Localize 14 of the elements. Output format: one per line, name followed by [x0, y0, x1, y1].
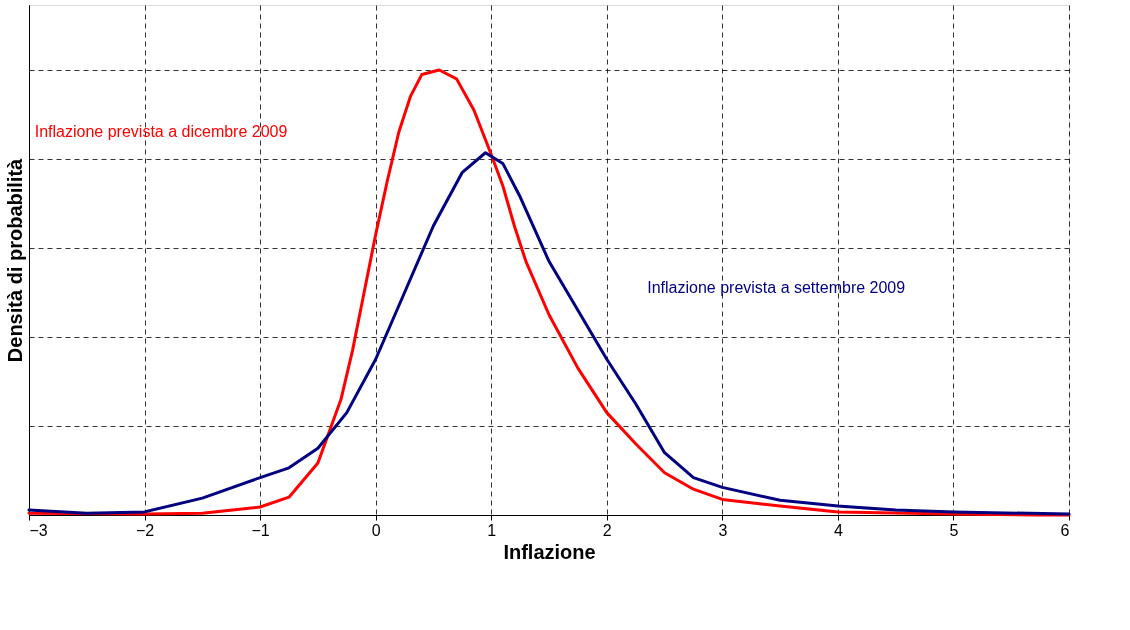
text: Inflazione prevista a settembre 2009 — [647, 279, 906, 297]
x-tick-label: 3 — [718, 521, 728, 539]
x-tick-label: −2 — [135, 521, 155, 539]
x-tick-label: 0 — [371, 521, 381, 539]
y-axis-title: Densità di probabilità — [3, 157, 26, 363]
x-tick-label: −3 — [29, 521, 48, 539]
x-tick-label: −1 — [251, 521, 270, 539]
x-tick-label: 5 — [949, 521, 959, 539]
text: Inflazione prevista a dicembre 2009 — [34, 123, 288, 141]
x-axis-title: Inflazione — [503, 540, 596, 563]
x-tick-label: 1 — [487, 521, 497, 539]
x-tick-label: 2 — [602, 521, 612, 539]
x-tick-label: 4 — [833, 521, 843, 539]
x-tick-label: 6 — [1060, 521, 1070, 539]
